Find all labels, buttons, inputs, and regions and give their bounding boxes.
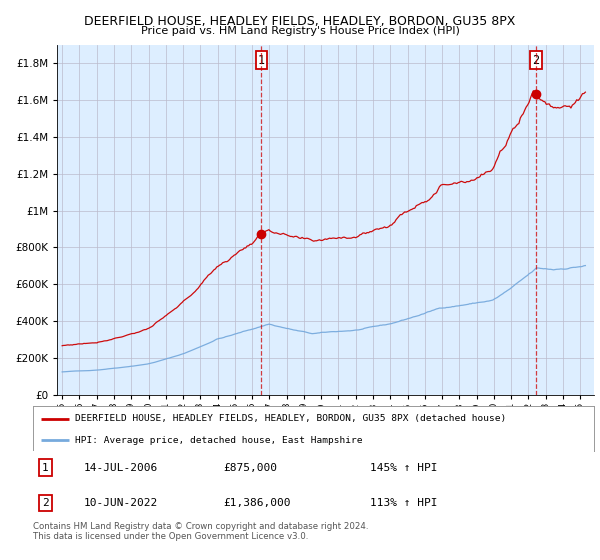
Text: 2: 2 (532, 54, 539, 67)
Text: £875,000: £875,000 (224, 463, 278, 473)
Text: Contains HM Land Registry data © Crown copyright and database right 2024.
This d: Contains HM Land Registry data © Crown c… (33, 522, 368, 542)
Text: 14-JUL-2006: 14-JUL-2006 (83, 463, 158, 473)
Text: 113% ↑ HPI: 113% ↑ HPI (370, 498, 437, 508)
Text: 1: 1 (258, 54, 265, 67)
Text: HPI: Average price, detached house, East Hampshire: HPI: Average price, detached house, East… (75, 436, 362, 445)
Text: 1: 1 (42, 463, 49, 473)
Text: £1,386,000: £1,386,000 (224, 498, 291, 508)
Text: DEERFIELD HOUSE, HEADLEY FIELDS, HEADLEY, BORDON, GU35 8PX (detached house): DEERFIELD HOUSE, HEADLEY FIELDS, HEADLEY… (75, 414, 506, 423)
Text: 2: 2 (42, 498, 49, 508)
Text: Price paid vs. HM Land Registry's House Price Index (HPI): Price paid vs. HM Land Registry's House … (140, 26, 460, 36)
Text: DEERFIELD HOUSE, HEADLEY FIELDS, HEADLEY, BORDON, GU35 8PX: DEERFIELD HOUSE, HEADLEY FIELDS, HEADLEY… (85, 15, 515, 28)
Text: 145% ↑ HPI: 145% ↑ HPI (370, 463, 437, 473)
Text: 10-JUN-2022: 10-JUN-2022 (83, 498, 158, 508)
